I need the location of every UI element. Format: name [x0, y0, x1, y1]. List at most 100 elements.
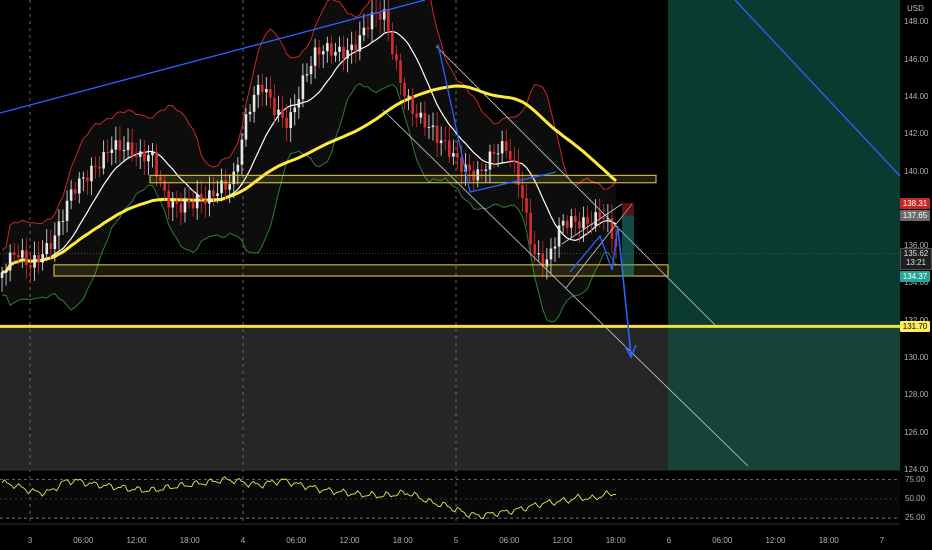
price-tick-label: 140.00: [904, 166, 929, 176]
candle: [496, 143, 500, 168]
candle: [403, 77, 406, 110]
candle-body: [4, 270, 8, 273]
candle: [106, 139, 110, 163]
candle-body: [77, 178, 81, 194]
candle: [147, 144, 150, 176]
candle: [293, 94, 297, 126]
candle: [248, 104, 252, 122]
wedge-lower: [565, 203, 633, 289]
wedge-wave: [569, 225, 619, 273]
moving-average-slow: [1, 84, 617, 274]
candle: [25, 237, 28, 279]
candle-body: [561, 220, 565, 226]
candle: [346, 37, 349, 73]
candle-body: [525, 198, 528, 213]
candle-body: [565, 220, 569, 228]
candle-body: [594, 212, 597, 226]
bollinger-lower: [1, 82, 617, 323]
candle: [122, 136, 126, 163]
candle: [545, 248, 549, 280]
candle: [126, 128, 130, 160]
candle-body: [297, 99, 301, 108]
candle-body: [488, 151, 492, 170]
resistance-zone: [149, 174, 657, 184]
wedge-upper: [561, 203, 623, 245]
candle-body: [183, 199, 187, 213]
candle: [37, 241, 40, 274]
candle: [553, 237, 557, 262]
candle: [236, 157, 240, 185]
candle-body: [151, 151, 154, 156]
candle-body: [431, 125, 435, 128]
rsi-tick-label: 50.00: [905, 493, 926, 503]
candle-body: [199, 193, 203, 200]
candle: [480, 162, 484, 179]
candle: [382, 0, 386, 32]
candle: [204, 185, 207, 218]
reward-box: [622, 215, 634, 277]
candle: [305, 63, 309, 83]
candle-body: [293, 107, 297, 113]
candle-body: [606, 218, 610, 220]
time-tick-label: 06:00: [73, 536, 94, 545]
candle-body: [236, 164, 240, 172]
candle-body: [382, 9, 386, 20]
candle: [4, 263, 8, 286]
candle-body: [370, 12, 374, 30]
candle-body: [378, 13, 382, 20]
candle: [574, 207, 577, 235]
candle-body: [354, 44, 358, 52]
candle-body: [138, 151, 142, 157]
candle-body: [134, 155, 138, 157]
candle: [301, 63, 305, 108]
candle: [561, 214, 565, 234]
candle-body: [419, 112, 423, 118]
candle-body: [65, 200, 69, 221]
candle-body: [480, 169, 484, 171]
candle-body: [248, 111, 252, 115]
candle: [582, 206, 585, 243]
candle: [362, 13, 366, 42]
candle: [110, 136, 114, 166]
candle-countdown: 13:21: [905, 258, 927, 268]
candle-body: [492, 151, 496, 155]
candle-body: [427, 127, 431, 129]
candle-body: [358, 35, 362, 52]
candle: [94, 156, 97, 179]
candle: [212, 176, 215, 207]
candle: [57, 209, 61, 250]
candle-body: [439, 140, 443, 144]
price-tick-label: 144.00: [904, 91, 929, 101]
time-tick-label: 06:00: [286, 536, 307, 545]
candle: [118, 126, 122, 164]
price-tick-label: 126.00: [904, 427, 929, 437]
candle: [41, 240, 44, 271]
candle-body: [537, 253, 541, 255]
time-tick-label: 06:00: [712, 536, 733, 545]
candle: [53, 222, 57, 262]
candle: [391, 22, 394, 60]
candle-body: [114, 140, 118, 150]
candle-body: [313, 47, 317, 66]
candle-body: [330, 43, 333, 56]
candle: [252, 85, 256, 123]
candle: [281, 95, 284, 129]
candle-body: [411, 95, 414, 114]
candle: [484, 163, 488, 183]
price-tick-label: 128.00: [904, 390, 929, 400]
time-tick-label: 18:00: [392, 536, 413, 545]
descending-trend-line: [734, 0, 901, 177]
candle-body: [468, 164, 471, 171]
candle: [610, 204, 614, 253]
candle-body: [208, 190, 211, 204]
candle: [187, 186, 191, 209]
forecast-arrow-shaft: [617, 227, 632, 356]
candle: [98, 155, 101, 178]
candle: [12, 243, 16, 263]
candle: [199, 179, 203, 214]
candle: [321, 45, 325, 68]
candle-body: [228, 184, 232, 190]
price-tick-label: 136.00: [904, 241, 929, 251]
candle: [350, 31, 353, 64]
